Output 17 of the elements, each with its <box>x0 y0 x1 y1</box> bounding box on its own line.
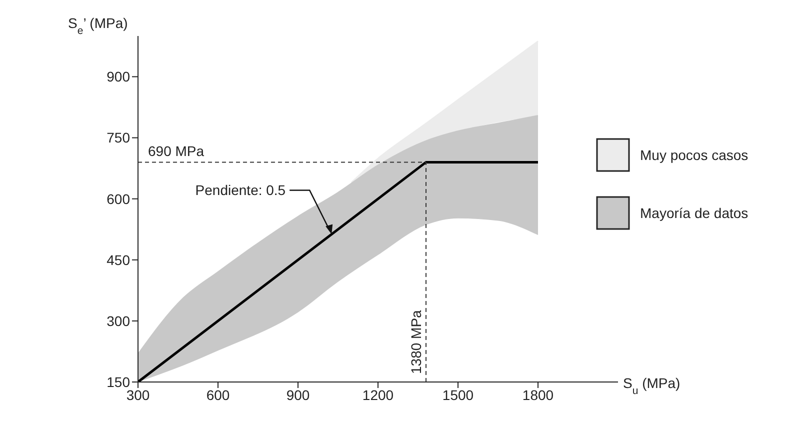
legend-label: Mayoría de datos <box>640 205 748 221</box>
ref-line-label: 690 MPa <box>148 143 204 160</box>
x-tick-label: 600 <box>206 386 230 403</box>
x-tick-label: 1200 <box>362 386 394 403</box>
y-axis-title: S$_{e}$’ (MPa) <box>68 15 128 37</box>
y-tick-label: 600 <box>106 190 130 207</box>
x-tick-label: 900 <box>286 386 310 403</box>
y-tick-label: 300 <box>106 312 130 329</box>
y-tick-label: 750 <box>106 130 130 146</box>
y-tick-label: 450 <box>106 252 130 268</box>
x-axis-title: S$_{u}$ (MPa) <box>623 375 680 397</box>
annotation: Pendiente: 0.5 <box>195 182 286 198</box>
x-tick-label: 1800 <box>522 386 554 403</box>
y-tick-label: 900 <box>106 68 130 85</box>
legend-label: Muy pocos casos <box>640 147 748 163</box>
x-tick-label: 1500 <box>442 386 474 403</box>
ref-line-label: 1380 MPa <box>408 310 424 374</box>
